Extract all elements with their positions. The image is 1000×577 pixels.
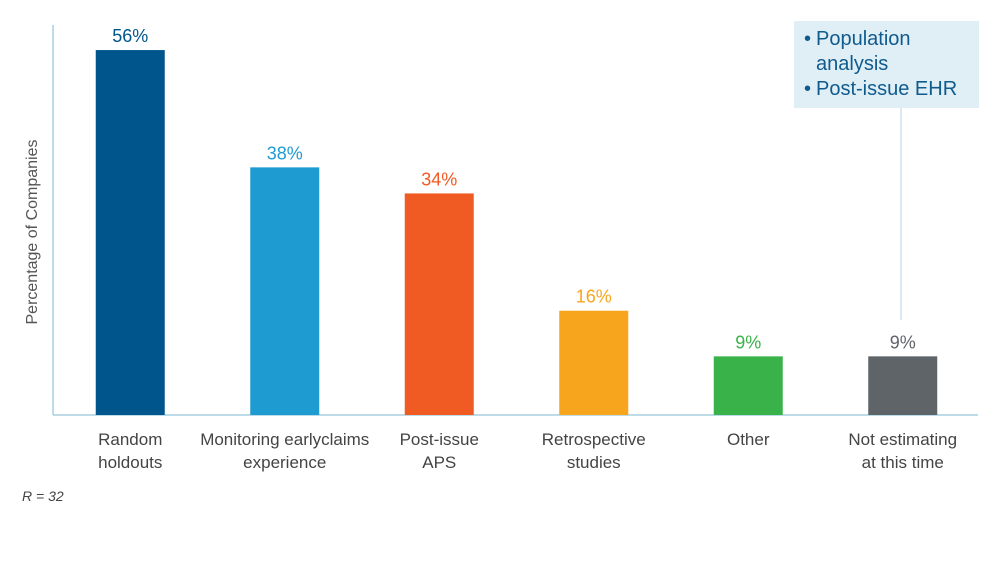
bullet-icon: •: [804, 78, 812, 100]
category-label: Not estimating: [848, 430, 957, 449]
category-label: Other: [727, 430, 770, 449]
category-label: at this time: [862, 453, 944, 472]
callout-item: • Population analysis: [804, 27, 969, 77]
callout-item-label: Post-issue EHR: [816, 78, 958, 100]
bar: [868, 356, 938, 415]
sample-size-note: R = 32: [22, 488, 64, 504]
category-label: holdouts: [98, 453, 162, 472]
callout-box: • Population analysis • Post-issue EHR: [794, 21, 979, 108]
bar: [250, 167, 320, 415]
data-label: 16%: [576, 287, 612, 307]
bar: [713, 356, 783, 415]
category-label: studies: [567, 453, 621, 472]
data-label: 9%: [890, 332, 916, 352]
data-label: 38%: [267, 143, 303, 163]
y-axis-label: Percentage of Companies: [24, 139, 41, 325]
category-label: Monitoring earlyclaims: [200, 430, 369, 449]
bar: [559, 310, 629, 415]
category-label: Random: [98, 430, 162, 449]
bar: [95, 50, 165, 416]
bullet-icon: •: [804, 28, 812, 50]
data-label: 34%: [421, 169, 457, 189]
data-label: 56%: [112, 26, 148, 46]
category-label: APS: [422, 453, 456, 472]
callout-item-label: Population analysis: [816, 28, 911, 75]
callout-item: • Post-issue EHR: [804, 77, 969, 102]
category-label: Post-issue: [400, 430, 479, 449]
data-label: 9%: [735, 332, 761, 352]
bar: [404, 193, 474, 415]
category-label: Retrospective: [542, 430, 646, 449]
category-label: experience: [243, 453, 326, 472]
